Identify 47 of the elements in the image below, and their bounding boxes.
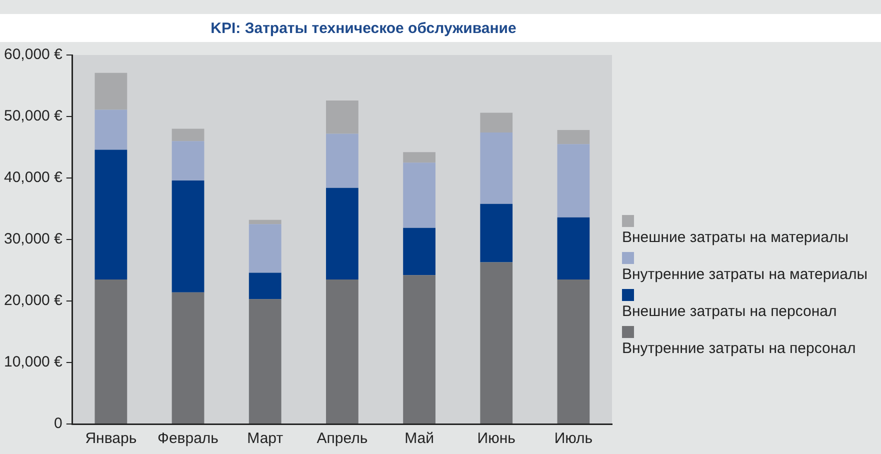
chart-title: KPI: Затраты техническое обслуживание bbox=[210, 20, 518, 37]
x-tick-label: Май bbox=[404, 430, 434, 448]
x-tick-label: Январь bbox=[85, 430, 137, 448]
y-tick-label: 0 bbox=[54, 415, 62, 432]
bar bbox=[248, 299, 282, 424]
bar bbox=[326, 188, 358, 280]
x-tick-label: Июнь bbox=[477, 430, 516, 448]
bar bbox=[403, 275, 436, 424]
bar bbox=[557, 217, 590, 280]
bar bbox=[403, 228, 436, 276]
bar bbox=[172, 128, 204, 142]
bar bbox=[94, 72, 128, 110]
y-tick-label: 20,000 € bbox=[4, 292, 64, 310]
x-tick-label: Февраль bbox=[158, 430, 219, 448]
bar bbox=[480, 132, 513, 204]
bar bbox=[326, 279, 358, 424]
bar bbox=[480, 204, 513, 262]
y-tick-label: 40,000 € bbox=[4, 169, 64, 186]
bar bbox=[403, 162, 436, 228]
bar bbox=[326, 134, 358, 188]
bar bbox=[557, 144, 590, 218]
bar bbox=[403, 152, 436, 163]
bar bbox=[172, 141, 204, 180]
y-tick-label: 60,000 € bbox=[4, 46, 64, 64]
y-tick-label: 50,000 € bbox=[4, 108, 64, 125]
y-tick-label: 10,000 € bbox=[4, 354, 64, 371]
legend-label: Внешние затраты на материалы bbox=[622, 229, 850, 246]
legend-label: Внешние затраты на персонал bbox=[622, 303, 838, 320]
bar bbox=[94, 150, 128, 280]
bar bbox=[326, 100, 358, 134]
x-tick-label: Апрель bbox=[316, 430, 368, 448]
y-tick-label: 30,000 € bbox=[4, 230, 64, 248]
legend-label: Внутренние затраты на персонал bbox=[622, 340, 857, 357]
bar bbox=[172, 180, 204, 292]
bar bbox=[172, 292, 204, 424]
bar bbox=[248, 220, 282, 224]
bar bbox=[94, 110, 128, 150]
x-tick-label: Март bbox=[247, 430, 284, 448]
x-tick-label: Июль bbox=[554, 430, 593, 448]
bar bbox=[480, 262, 513, 424]
bar bbox=[94, 279, 128, 424]
bar bbox=[480, 112, 513, 132]
bar bbox=[248, 272, 282, 300]
bar bbox=[557, 130, 590, 144]
bar bbox=[557, 279, 590, 424]
bar bbox=[248, 224, 282, 273]
legend-label: Внутренние затраты на материалы bbox=[622, 266, 868, 283]
